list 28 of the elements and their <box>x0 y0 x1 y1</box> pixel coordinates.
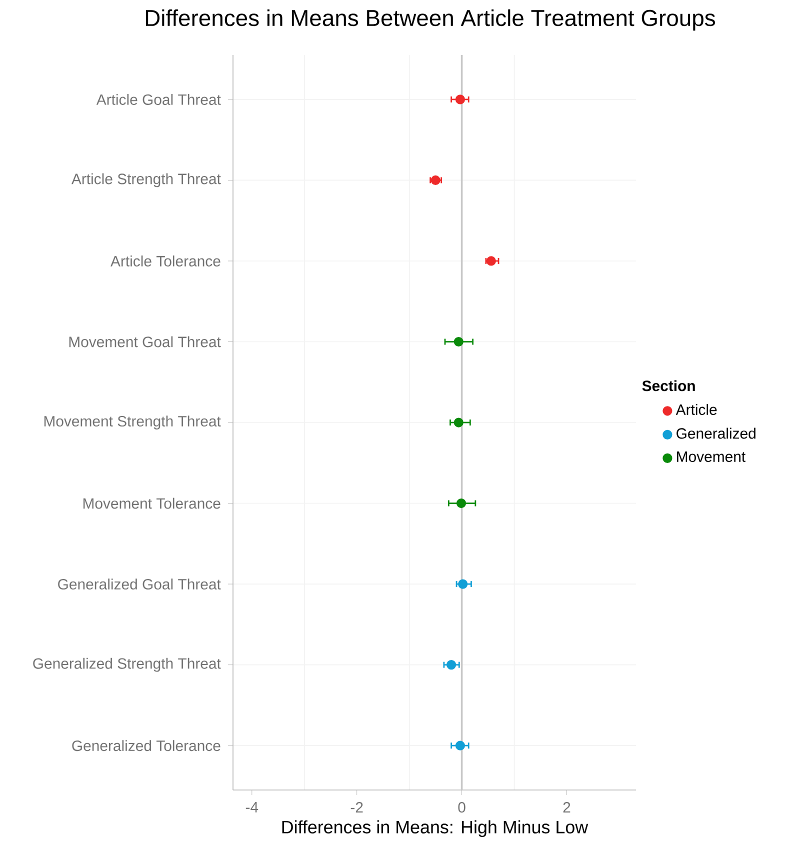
x-axis-title: Differences in Means: High Minus Low <box>282 820 588 838</box>
x-tick-label: -4 <box>246 802 258 812</box>
point <box>454 336 464 347</box>
x-tick-label: 2 <box>563 802 570 812</box>
legend-label: Generalized <box>676 428 756 439</box>
point <box>446 660 456 670</box>
chart-title: Differences in Means Between Article Treatment Groups <box>146 9 716 31</box>
y-tick-label: Generalized Goal Threat <box>58 578 221 590</box>
y-tick-label: Article Tolerance <box>110 256 220 266</box>
y-tick-label: Movement Strength Threat <box>44 416 221 430</box>
y-tick-label: Movement Goal Threat <box>69 336 221 348</box>
y-tick-label: Generalized Tolerance <box>72 740 220 752</box>
x-tick-label: -2 <box>350 802 363 812</box>
point <box>458 579 468 589</box>
y-tick-label: Article Strength Threat <box>71 173 221 188</box>
point <box>486 256 496 266</box>
y-tick-label: Movement Tolerance <box>83 498 220 509</box>
legend-label: Movement <box>677 452 746 462</box>
y-tick-label: Generalized Strength Threat <box>33 658 221 672</box>
point <box>454 418 464 428</box>
legend-label: Article <box>676 404 717 415</box>
point <box>455 740 466 750</box>
x-tick-label: 0 <box>458 802 466 813</box>
point <box>430 175 440 186</box>
legend-title: Section <box>642 380 695 392</box>
y-tick-label: Article Goal Threat <box>96 94 221 105</box>
point <box>456 498 466 508</box>
point <box>455 94 466 104</box>
